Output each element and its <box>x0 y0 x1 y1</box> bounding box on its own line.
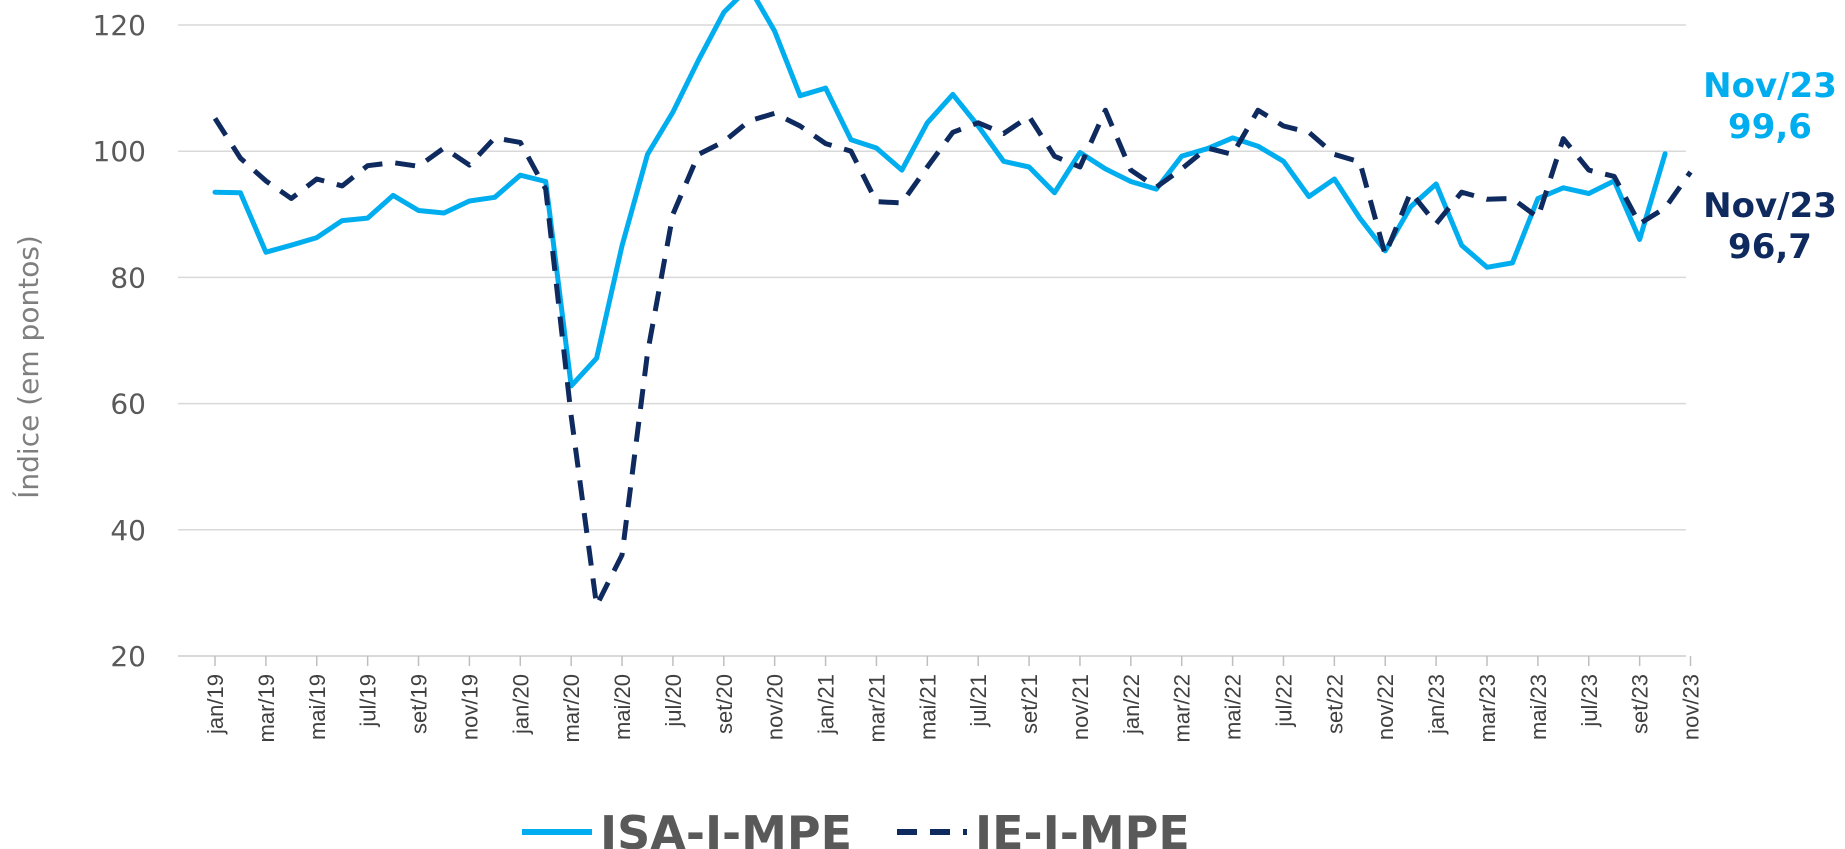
x-tick-label: nov/23 <box>1679 674 1704 740</box>
x-tick-label: mar/22 <box>1170 674 1195 742</box>
annotation-isa-period: Nov/23 <box>1703 66 1837 106</box>
x-tick-label: mar/20 <box>559 674 584 742</box>
x-tick-label: jul/23 <box>1577 674 1602 728</box>
x-tick-label: jan/23 <box>1424 674 1449 735</box>
y-axis-title: Índice (em pontos) <box>11 235 45 499</box>
y-tick-label-40: 40 <box>110 514 146 547</box>
x-tick-label: jan/21 <box>814 674 839 735</box>
x-tick-label: jan/19 <box>203 674 228 735</box>
x-tick-label: jul/21 <box>966 674 991 728</box>
x-tick-label: mar/19 <box>254 674 279 742</box>
x-tick-label: jul/22 <box>1271 674 1296 728</box>
x-tick-label: nov/19 <box>457 674 482 740</box>
y-tick-label-100: 100 <box>93 135 146 168</box>
x-tick-label: jul/19 <box>356 674 381 728</box>
annotation-ie: Nov/23 96,7 <box>1703 186 1837 267</box>
annotation-ie-period: Nov/23 <box>1703 186 1837 226</box>
series-lines <box>212 0 1693 608</box>
y-tick-label-80: 80 <box>110 261 146 294</box>
x-tick-label: set/21 <box>1017 674 1042 734</box>
x-axis <box>178 655 1692 666</box>
x-tick-label: mar/21 <box>864 674 889 742</box>
x-tick-label: set/22 <box>1322 674 1347 734</box>
x-tick-label: jan/22 <box>1119 674 1144 735</box>
x-tick-label: mai/23 <box>1526 674 1551 740</box>
x-tick-label: mar/23 <box>1475 674 1500 742</box>
y-tick-label-20: 20 <box>110 640 146 673</box>
x-tick-label: set/23 <box>1628 674 1653 734</box>
x-tick-label: mai/19 <box>305 674 330 740</box>
x-tick-label: nov/22 <box>1373 674 1398 740</box>
x-tick-label: nov/20 <box>763 674 788 740</box>
y-tick-label-60: 60 <box>110 388 146 421</box>
annotation-isa-value: 99,6 <box>1728 107 1812 147</box>
x-tick-label: mai/20 <box>610 674 635 740</box>
legend-label-isa: ISA-I-MPE <box>600 806 852 849</box>
legend: ISA-I-MPE IE-I-MPE <box>522 806 1190 849</box>
legend-label-ie: IE-I-MPE <box>975 806 1190 849</box>
gridlines <box>178 24 1686 531</box>
series-line-isa-i-mpe <box>212 0 1668 389</box>
x-axis-tick-labels: jan/19 mar/19 mai/19 jul/19 set/19 nov/19 jan/… <box>203 674 1704 742</box>
y-tick-label-120: 120 <box>93 9 146 42</box>
annotation-isa: Nov/23 99,6 <box>1703 66 1837 147</box>
y-axis-tick-labels: 20 40 60 80 100 120 <box>93 9 146 673</box>
x-tick-label: set/20 <box>712 674 737 734</box>
x-tick-label: mai/22 <box>1221 674 1246 740</box>
x-tick-label: jul/20 <box>661 674 686 728</box>
x-tick-label: jan/20 <box>508 674 533 735</box>
x-tick-label: nov/21 <box>1068 674 1093 740</box>
x-tick-label: mai/21 <box>915 674 940 740</box>
series-line-ie-i-mpe <box>212 107 1693 608</box>
x-tick-label: set/19 <box>407 674 432 734</box>
annotation-ie-value: 96,7 <box>1728 227 1812 267</box>
